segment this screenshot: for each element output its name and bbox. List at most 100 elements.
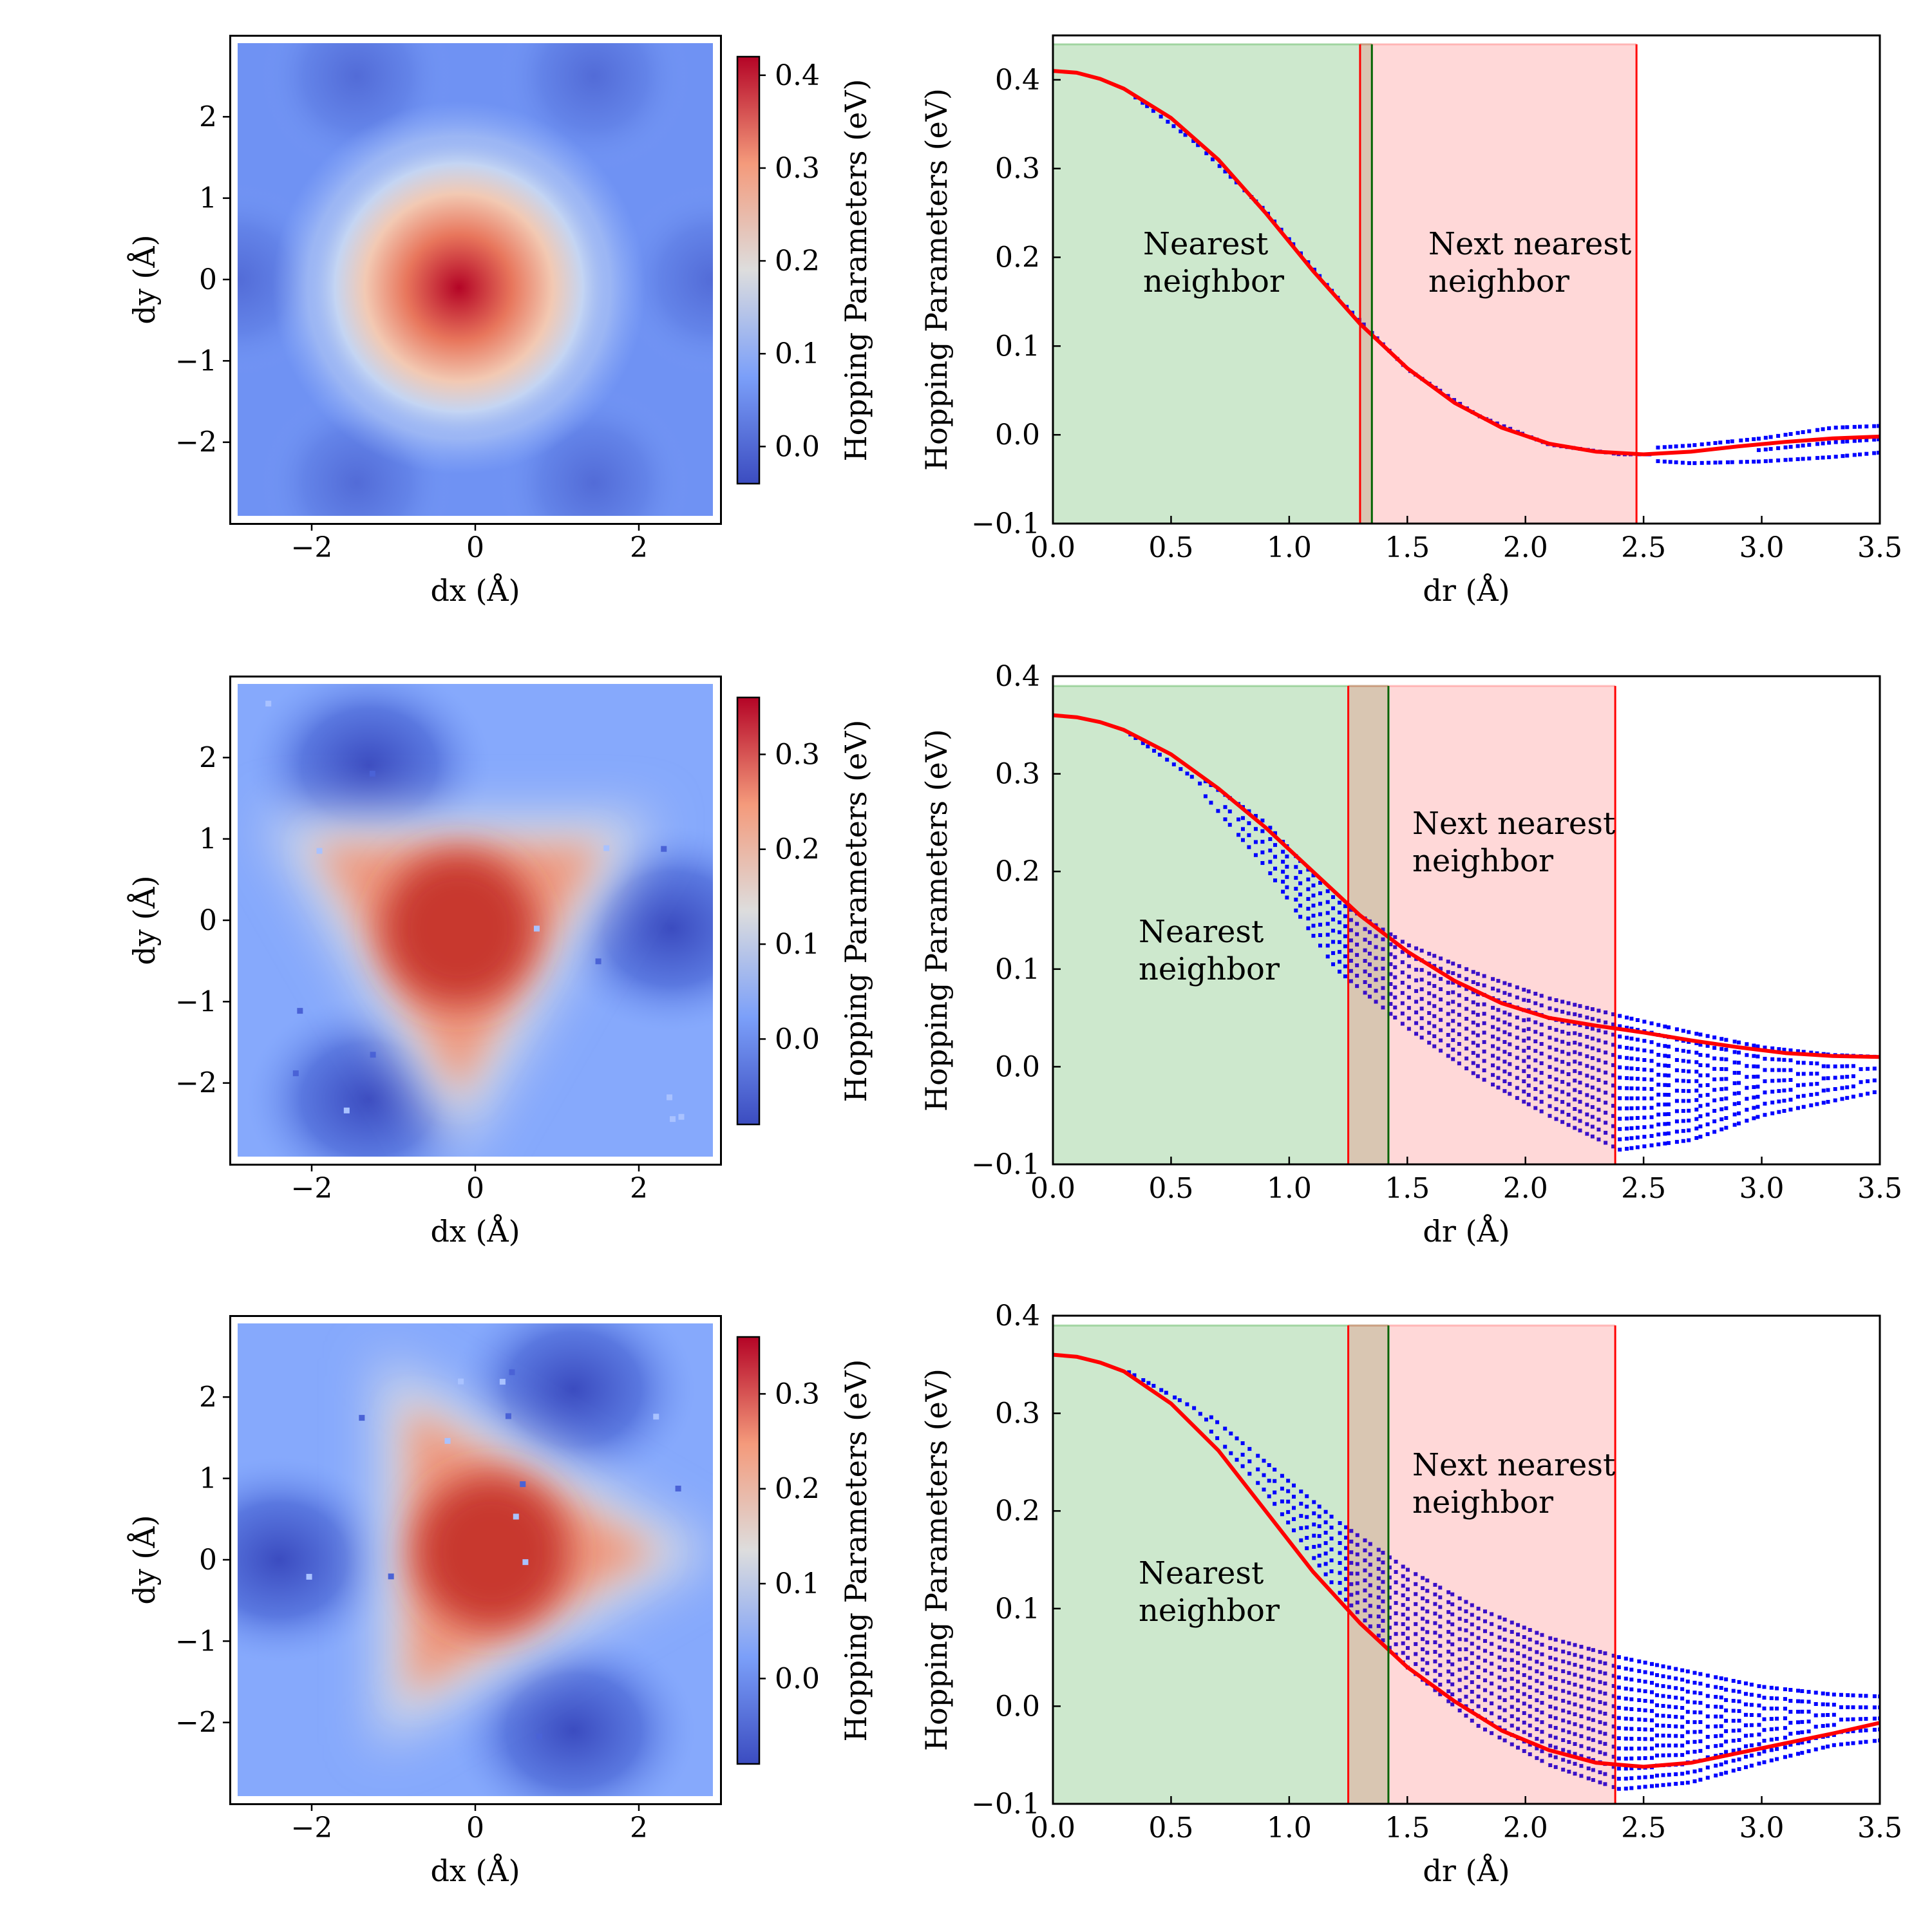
y-tick-label: 0.3 [995, 1397, 1040, 1430]
scatter-point [1694, 1070, 1699, 1074]
scatter-point [1427, 1041, 1432, 1045]
scatter-point [1210, 157, 1215, 162]
scatter-point [1502, 1050, 1507, 1054]
scatter-point [1624, 1696, 1628, 1701]
scatter-point [1611, 1785, 1616, 1789]
scatter-point [1611, 1694, 1616, 1698]
scatter-point [1343, 924, 1347, 929]
scatter-point [1586, 1707, 1591, 1711]
scatter-point [1349, 1539, 1354, 1544]
scatter-point [1661, 1684, 1665, 1689]
scatter-point [1240, 827, 1245, 831]
scatter-point [1561, 1738, 1566, 1743]
scatter-point [1656, 1092, 1661, 1097]
scatter-point [1692, 1700, 1697, 1705]
scatter-point [1736, 1050, 1741, 1055]
scatter-point [1502, 1708, 1507, 1712]
scatter-point [1573, 1643, 1577, 1647]
scatter-point [1731, 1679, 1736, 1683]
scatter-point [1752, 1116, 1756, 1121]
scatter-point [1387, 1645, 1392, 1650]
heatmap-peak [381, 851, 536, 1006]
scatter-point [1363, 1558, 1367, 1562]
scatter-point [1561, 1757, 1566, 1762]
scatter-point [1649, 1021, 1654, 1026]
scatter-point [1611, 1663, 1616, 1668]
scatter-point [1344, 1566, 1349, 1571]
scatter-point [1769, 1696, 1774, 1700]
scatter-point [1694, 1136, 1699, 1141]
scatter-point [1770, 1111, 1775, 1115]
scatter-point [1253, 827, 1258, 831]
scatter-point [1736, 1121, 1741, 1126]
scatter-point [1325, 922, 1330, 926]
scatter-point [1446, 1629, 1451, 1634]
scatter-point [1526, 1018, 1531, 1022]
scatter-point [1510, 1667, 1514, 1672]
scatter-point [1522, 1711, 1526, 1716]
scatter-point [1788, 1688, 1793, 1692]
scatter-point [1579, 1774, 1584, 1778]
scatter-point [1629, 1707, 1634, 1711]
scatter-point [1338, 900, 1342, 905]
scatter-point [1394, 1591, 1398, 1595]
scatter-point [1591, 1658, 1595, 1662]
scatter-point [1616, 1655, 1621, 1660]
scatter-point [1712, 1130, 1717, 1134]
scatter-point [1343, 944, 1347, 949]
x-tick-label: 1.0 [1267, 1812, 1312, 1844]
region-nearest [1053, 1325, 1388, 1804]
scatter-point [1433, 1621, 1437, 1625]
scatter-point [1719, 1714, 1723, 1719]
scatter-point [1490, 1701, 1494, 1705]
colorbar-tick-label: 0.2 [775, 245, 820, 278]
scatter-point [1611, 1653, 1616, 1658]
scatter-point [1643, 1785, 1647, 1789]
scatter-point [1502, 1059, 1507, 1064]
scatter-point [1401, 1574, 1405, 1578]
scatter-point [1427, 1030, 1432, 1035]
scatter-point [1355, 922, 1359, 926]
scatter-point [1833, 1075, 1837, 1080]
scatter-point [1323, 1541, 1328, 1546]
scatter-point [1414, 1642, 1418, 1646]
scatter-point [1306, 877, 1311, 882]
scatter-point [1317, 1524, 1321, 1528]
scatter-point [1381, 1628, 1385, 1633]
scatter-point [1763, 1101, 1767, 1106]
scatter-point [1643, 1756, 1647, 1760]
scatter-point [1502, 1638, 1507, 1642]
scatter-point [1649, 1133, 1654, 1138]
scatter-point [1533, 1086, 1538, 1091]
scatter-point [1821, 1702, 1825, 1707]
scatter-point [1490, 1651, 1494, 1656]
scatter-point [1561, 1669, 1566, 1674]
scatter-point [1788, 1058, 1793, 1063]
y-tick-label: −0.1 [971, 1788, 1040, 1821]
scatter-point [1446, 1022, 1450, 1027]
scatter-point [1637, 1688, 1642, 1692]
scatter-point [1714, 1773, 1718, 1777]
scatter-point [1769, 1748, 1774, 1752]
scatter-point [1649, 1096, 1654, 1101]
scatter-point [1796, 1720, 1801, 1725]
scatter-point [1680, 1678, 1685, 1682]
scatter-point [1432, 954, 1437, 958]
scatter-point [1705, 1122, 1710, 1126]
scatter-point [1228, 175, 1233, 179]
scatter-point [1355, 1610, 1359, 1615]
scatter-point [1394, 1580, 1398, 1585]
scatter-point [1596, 1009, 1601, 1013]
scatter-point [1625, 1137, 1629, 1141]
scatter-point [1260, 861, 1265, 866]
scatter-point [1655, 1673, 1660, 1678]
scatter-point [1433, 1678, 1437, 1683]
scatter-point [1714, 1675, 1718, 1680]
scatter-point [1343, 914, 1347, 918]
scatter-point [1724, 1729, 1728, 1734]
scatter-point [1482, 1059, 1486, 1063]
scatter-y-ticks: −0.10.00.10.20.30.4 [971, 1300, 1061, 1821]
scatter-point [1573, 1050, 1577, 1054]
heatmap-image [238, 43, 713, 516]
scatter-point [1554, 1028, 1558, 1032]
